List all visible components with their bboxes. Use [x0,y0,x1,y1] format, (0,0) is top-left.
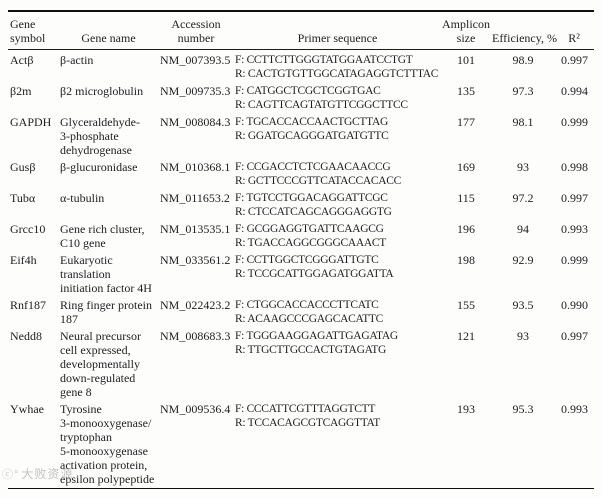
r2-cell: 0.997 [561,329,588,343]
accession-number-cell: NM_033561.2 [160,253,231,267]
efficiency-cell: 93 [517,329,529,343]
table-header-row: Gene symbol Gene name Accession number Primer… [8,10,594,50]
gene-name-cell: Glyceraldehyde- 3-phosphate dehydrogenase [60,115,140,157]
column-header-gene-name: Gene name [60,10,157,50]
amplicon-size-cell: 177 [457,115,475,129]
table-row: Nedd8 Neural precursor cell expressed, deve… [8,328,594,401]
primer-sequence-cell: F: TGGGAAGGAGATTGAGATAG R: TTGCTTGCCACTGT… [235,330,398,356]
gene-symbol-cell: Eif4h [10,253,37,267]
column-header-primer: Primer sequence [235,10,440,50]
primer-sequence-cell: F: CCCATTCGTTTAGGTCTT R: TCCACAGCGTCAGGTT… [235,403,380,429]
watermark-logo-icon: ⓒ° [2,469,20,481]
accession-number-cell: NM_009536.4 [160,402,231,416]
r2-cell: 0.993 [561,222,588,236]
efficiency-cell: 97.3 [512,84,534,98]
accession-number-cell: NM_022423.2 [160,298,231,312]
gene-name-cell: β-actin [60,53,94,67]
primer-table: Gene symbol Gene name Accession number Primer… [8,10,594,489]
watermark: ⓒ° 大败资源 [2,468,73,482]
r2-cell: 0.999 [561,253,588,267]
table-body: Actβ β-actin NM_007393.5 F: CCTTCTTGGGTATGG… [8,50,594,489]
r2-cell: 0.994 [561,84,588,98]
table-row: Actβ β-actin NM_007393.5 F: CCTTCTTGGGTATGG… [8,50,594,84]
efficiency-cell: 93 [517,160,529,174]
amplicon-size-cell: 135 [457,84,475,98]
efficiency-cell: 98.1 [512,115,534,129]
gene-name-cell: Gene rich cluster, C10 gene [60,222,145,250]
amplicon-size-cell: 193 [457,402,475,416]
amplicon-size-cell: 155 [457,298,475,312]
efficiency-cell: 94 [517,222,529,236]
efficiency-cell: 92.9 [512,253,534,267]
gene-symbol-cell: Tubα [10,191,36,205]
gene-symbol-cell: Grcc10 [10,222,46,236]
accession-number-cell: NM_008084.3 [160,115,231,129]
gene-symbol-cell: Gusβ [10,160,36,174]
amplicon-size-cell: 169 [457,160,475,174]
accession-number-cell: NM_007393.5 [160,53,231,67]
primer-sequence-cell: F: CATGGCTCGCTCGGTGAC R: CAGTTCAGTATGTTCG… [235,85,408,111]
gene-symbol-cell: Ywhae [10,402,44,416]
column-header-r2: R² [554,10,594,50]
accession-number-cell: NM_009735.3 [160,84,231,98]
gene-name-cell: Tyrosine 3-monooxygenase/tryptophan 5-mono… [60,402,155,486]
accession-number-cell: NM_008683.3 [160,329,231,343]
table-row: Rnf187 Ring finger protein 187 NM_022423.2 F… [8,297,594,328]
primer-sequence-cell: F: CCGACCTCTCGAACAACCG R: GCTTCCCGTTCATAC… [235,161,402,187]
table-row: GAPDH Glyceraldehyde- 3-phosphate dehydroge… [8,114,594,159]
primer-sequence-cell: F: CCTTGGCTCGGGATTGTC R: TCCGCATTGGAGATGG… [235,254,394,280]
table-header: Gene symbol Gene name Accession number Primer… [8,10,594,50]
primer-sequence-cell: F: CCTTCTTGGGTATGGAATCCTGT R: CACTGTGTTGG… [235,54,439,80]
gene-symbol-cell: Nedd8 [10,329,42,343]
gene-name-cell: Eukaryotic translation initiation factor 4… [60,253,152,295]
column-header-accession: Accession number [157,10,235,50]
r2-cell: 0.999 [561,115,588,129]
amplicon-size-cell: 101 [457,53,475,67]
table-row: Tubα α-tubulin NM_011653.2 F: TGTCCTGGACAGG… [8,190,594,221]
table-row: Ywhae Tyrosine 3-monooxygenase/tryptophan 5… [8,401,594,489]
column-header-gene-symbol: Gene symbol [8,10,60,50]
column-header-amplicon: Amplicon size [440,10,492,50]
gene-symbol-cell: GAPDH [10,115,52,129]
accession-number-cell: NM_011653.2 [160,191,230,205]
gene-name-cell: Neural precursor cell expressed, developme… [60,329,141,399]
r2-cell: 0.997 [561,191,588,205]
accession-number-cell: NM_013535.1 [160,222,231,236]
column-header-efficiency: Efficiency, % [492,10,557,50]
efficiency-cell: 97.2 [512,191,534,205]
gene-name-cell: α-tubulin [60,191,105,205]
gene-name-cell: β2 microglobulin [60,84,144,98]
primer-sequence-cell: F: GCGGAGGTGATTCAAGCG R: TGACCAGGCGGGCAAA… [235,223,386,249]
efficiency-cell: 93.5 [512,298,534,312]
watermark-text: 大败资源 [21,467,74,481]
amplicon-size-cell: 198 [457,253,475,267]
r2-cell: 0.997 [561,53,588,67]
table-row: Gusβ β-glucuronidase NM_010368.1 F: CCGACCT… [8,159,594,190]
accession-number-cell: NM_010368.1 [160,160,231,174]
amplicon-size-cell: 115 [457,191,475,205]
gene-symbol-cell: β2m [10,84,32,98]
r2-cell: 0.990 [561,298,588,312]
amplicon-size-cell: 121 [457,329,475,343]
gene-symbol-cell: Actβ [10,53,34,67]
amplicon-size-cell: 196 [457,222,475,236]
gene-name-cell: Ring finger protein 187 [60,298,152,326]
primer-sequence-cell: F: TGCACCACCAACTGCTTAG R: GGATGCAGGGATGAT… [235,116,389,142]
table-row: β2m β2 microglobulin NM_009735.3 F: CATGGCT… [8,83,594,114]
primer-sequence-cell: F: CTGGCACCACCCTTCATC R: ACAAGCCCGAGCACAT… [235,299,384,325]
r2-cell: 0.993 [561,402,588,416]
efficiency-cell: 98.9 [512,53,534,67]
primer-sequence-cell: F: TGTCCTGGACAGGATTCGC R: CTCCATCAGCAGGGA… [235,192,392,218]
gene-name-cell: β-glucuronidase [60,160,138,174]
gene-symbol-cell: Rnf187 [10,298,46,312]
r2-cell: 0.998 [561,160,588,174]
efficiency-cell: 95.3 [512,402,534,416]
table-row: Grcc10 Gene rich cluster, C10 gene NM_01353… [8,221,594,252]
table-row: Eif4h Eukaryotic translation initiation fac… [8,252,594,297]
